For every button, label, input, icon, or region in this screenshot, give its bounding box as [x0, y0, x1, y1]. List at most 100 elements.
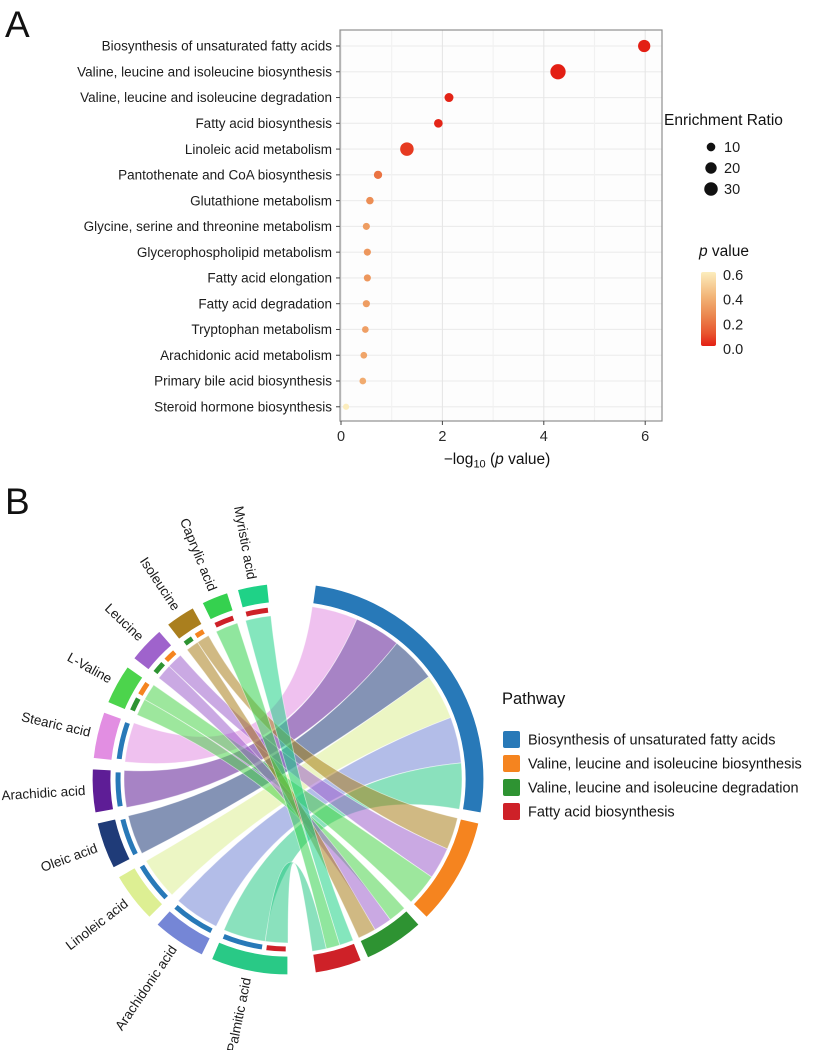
- metabolite-label: Arachidonic acid: [112, 943, 180, 1034]
- p-value-legend-title-rest: value: [707, 243, 749, 260]
- membership-arc: [163, 648, 178, 664]
- metabolite-label: Myristic acid: [231, 505, 259, 581]
- panel-b-label: B: [5, 481, 30, 522]
- enrichment-dot: [362, 300, 370, 308]
- pathway-legend-swatch: [503, 755, 520, 772]
- membership-arc: [182, 635, 196, 648]
- chord-ribbon-l-valine: [136, 698, 405, 921]
- panel-a-label: A: [5, 4, 30, 45]
- x-tick-label: 6: [641, 429, 649, 445]
- membership-arc: [213, 614, 236, 629]
- metabolite-label: Leucine: [102, 601, 147, 644]
- gradient-tick-label: 0.2: [723, 317, 743, 333]
- membership-arc: [119, 817, 140, 857]
- pathway-legend-label: Valine, leucine and isoleucine degradati…: [528, 781, 799, 797]
- metabolite-arc-arachidic-acid: [91, 768, 115, 814]
- metabolite-label: Arachidic acid: [1, 783, 86, 803]
- enrichment-dot: [361, 326, 369, 333]
- metabolite-label: Palmitic acid: [224, 976, 254, 1050]
- size-legend-dot: [706, 142, 716, 152]
- membership-arc: [152, 660, 167, 676]
- enrichment-dot: [444, 93, 454, 103]
- enrichment-dot: [362, 222, 370, 230]
- size-legend-dot: [705, 162, 717, 174]
- metabolite-arc-caprylic-acid: [201, 591, 235, 621]
- membership-arc: [138, 863, 170, 901]
- x-tick-label: 2: [438, 429, 446, 445]
- y-axis-label: Valine, leucine and isoleucine degradati…: [80, 90, 332, 105]
- metabolite-arc-stearic-acid: [92, 711, 123, 762]
- metabolite-label: Oleic acid: [39, 841, 100, 875]
- enrichment-dot: [363, 248, 371, 256]
- enrichment-dot-plot: Biosynthesis of unsaturated fatty acids V…: [77, 29, 743, 471]
- pathway-legend-swatch: [503, 731, 520, 748]
- chord-ribbon-stearic-acid: [124, 606, 358, 764]
- membership-arc: [193, 627, 207, 640]
- chord-ribbon-myristic-acid: [245, 615, 354, 946]
- chord-ribbon-isoleucine: [186, 641, 376, 939]
- membership-arc: [136, 680, 151, 698]
- x-axis-title: −log10 (p value): [444, 451, 551, 471]
- pathway-arc-valine-leucine-and-isoleucine-degradation: [359, 909, 420, 959]
- chord-ribbon-caprylic-acid: [215, 622, 341, 950]
- y-axis-label: Arachidonic acid metabolism: [160, 348, 332, 363]
- metabolite-label: Caprylic acid: [177, 516, 220, 593]
- p-value-legend-title-italic: p: [699, 243, 708, 260]
- x-tick-label: 0: [337, 429, 345, 445]
- membership-arc: [244, 606, 270, 618]
- size-legend-dot: [704, 182, 718, 196]
- gradient-tick-label: 0.6: [723, 268, 743, 284]
- enrichment-dot: [366, 196, 374, 205]
- metabolite-arc-myristic-acid: [236, 583, 271, 609]
- pathway-legend-label: Valine, leucine and isoleucine biosynthe…: [528, 757, 802, 773]
- metabolite-label: Isoleucine: [137, 554, 183, 613]
- y-axis-label: Fatty acid biosynthesis: [195, 116, 332, 131]
- size-legend-label: 10: [724, 140, 740, 156]
- pathway-arc-biosynthesis-of-unsaturated-fatty-acids: [311, 584, 485, 814]
- membership-arc: [265, 944, 287, 953]
- metabolite-arc-leucine: [132, 630, 173, 671]
- membership-arc: [114, 771, 124, 808]
- pathway-legend-label: Biosynthesis of unsaturated fatty acids: [528, 733, 775, 749]
- enrichment-dot: [400, 142, 414, 156]
- x-tick-label: 4: [540, 429, 548, 445]
- metabolite-arc-l-valine: [106, 665, 144, 711]
- enrichment-dot: [550, 64, 566, 80]
- chord-ribbon-leucine: [158, 665, 391, 931]
- chord-ribbon-palmitic-acid: [264, 861, 327, 952]
- membership-arc: [221, 932, 264, 951]
- p-value-gradient-bar: [701, 272, 716, 346]
- enrichment-dot: [638, 39, 651, 53]
- gradient-tick-label: 0.0: [723, 342, 743, 358]
- enrichment-dot: [363, 274, 371, 282]
- size-legend-label: 20: [724, 161, 740, 177]
- pathway-arc-valine-leucine-and-isoleucine-biosynthesis: [412, 818, 480, 919]
- enrichment-dot: [342, 403, 350, 410]
- metabolite-label: Linoleic acid: [63, 896, 131, 953]
- gradient-tick-label: 0.4: [723, 293, 743, 309]
- metabolite-arc-linoleic-acid: [117, 866, 164, 919]
- pathway-legend-swatch: [503, 779, 520, 796]
- y-axis-label: Fatty acid elongation: [207, 271, 332, 286]
- y-axis-label: Pantothenate and CoA biosynthesis: [118, 168, 332, 183]
- pathway-legend-title: Pathway: [502, 690, 566, 708]
- pathway-legend-label: Fatty acid biosynthesis: [528, 805, 675, 821]
- metabolite-arc-isoleucine: [166, 606, 204, 641]
- y-axis-label: Glutathione metabolism: [190, 193, 332, 208]
- y-axis-label: Primary bile acid biosynthesis: [154, 374, 332, 389]
- enrichment-dot: [359, 377, 367, 385]
- y-axis-label: Steroid hormone biosynthesis: [154, 399, 332, 414]
- y-axis-label: Fatty acid degradation: [198, 296, 332, 311]
- p-value-legend-title: p value: [699, 243, 749, 261]
- y-axis-label: Linoleic acid metabolism: [185, 142, 332, 157]
- enrichment-dot: [434, 118, 443, 128]
- metabolite-arc-arachidonic-acid: [156, 909, 212, 956]
- metabolite-arc-oleic-acid: [96, 818, 132, 869]
- membership-arc: [172, 903, 214, 935]
- y-axis-label: Tryptophan metabolism: [191, 322, 332, 337]
- metabolite-label: Stearic acid: [20, 709, 92, 739]
- y-axis-label: Biosynthesis of unsaturated fatty acids: [102, 39, 333, 54]
- pathway-arc-fatty-acid-biosynthesis: [311, 942, 363, 974]
